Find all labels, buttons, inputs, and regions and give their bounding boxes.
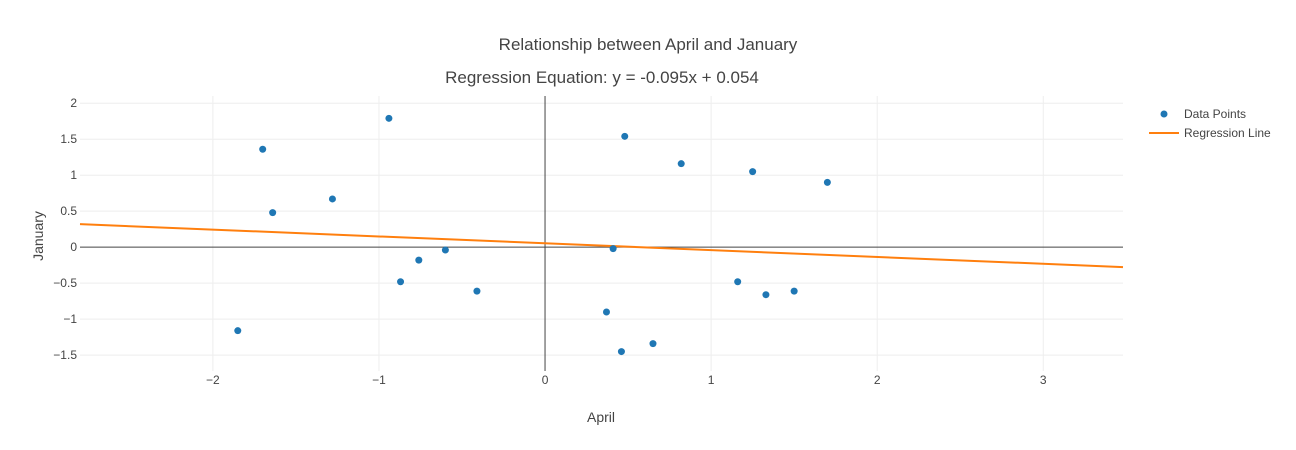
y-tick-label: 2 <box>70 96 77 110</box>
data-point <box>790 287 798 295</box>
x-tick-labels: −2 −1 0 1 2 3 <box>206 373 1047 387</box>
legend-marker-data-points <box>1160 110 1168 118</box>
data-point <box>617 348 625 356</box>
data-points-series <box>234 114 831 356</box>
data-point <box>441 246 449 254</box>
data-point <box>473 287 481 295</box>
grid-lines <box>80 96 1123 371</box>
chart-title: Relationship between April and January <box>499 35 798 54</box>
y-tick-label: 0.5 <box>60 204 77 218</box>
chart-subtitle: Regression Equation: y = -0.095x + 0.054 <box>445 68 759 87</box>
data-point <box>234 327 242 335</box>
legend[interactable]: Data Points Regression Line <box>1149 107 1271 140</box>
y-tick-label: 1 <box>70 168 77 182</box>
x-tick-label: 2 <box>874 373 881 387</box>
data-point <box>823 178 831 186</box>
data-point <box>259 145 267 153</box>
x-tick-label: 3 <box>1040 373 1047 387</box>
data-point <box>269 209 277 217</box>
x-tick-label: 1 <box>708 373 715 387</box>
zero-lines <box>80 96 1123 371</box>
x-tick-label: −2 <box>206 373 220 387</box>
regression-series <box>79 223 1124 269</box>
data-point <box>734 278 742 286</box>
data-point <box>328 195 336 203</box>
data-point <box>621 132 629 140</box>
y-axis-title: January <box>30 211 46 261</box>
data-point <box>762 291 770 299</box>
legend-item-regression-line[interactable]: Regression Line <box>1149 126 1271 140</box>
y-tick-label: −1.5 <box>53 348 77 362</box>
data-point <box>649 340 657 348</box>
y-tick-label: 0 <box>70 240 77 254</box>
y-tick-labels: −1.5 −1 −0.5 0 0.5 1 1.5 2 <box>53 96 77 362</box>
legend-label-data-points: Data Points <box>1184 107 1246 121</box>
data-point <box>602 308 610 316</box>
x-axis-title: April <box>587 409 615 425</box>
y-tick-label: 1.5 <box>60 132 77 146</box>
legend-item-data-points[interactable]: Data Points <box>1160 107 1247 121</box>
data-point <box>609 245 617 253</box>
y-tick-label: −1 <box>63 312 77 326</box>
data-point <box>749 168 757 176</box>
data-point <box>677 160 685 168</box>
x-tick-label: −1 <box>372 373 386 387</box>
data-point <box>385 114 393 122</box>
y-tick-label: −0.5 <box>53 276 77 290</box>
x-tick-label: 0 <box>542 373 549 387</box>
data-point <box>397 278 405 286</box>
legend-label-regression-line: Regression Line <box>1184 126 1271 140</box>
data-point <box>415 256 423 264</box>
regression-line <box>79 223 1124 269</box>
